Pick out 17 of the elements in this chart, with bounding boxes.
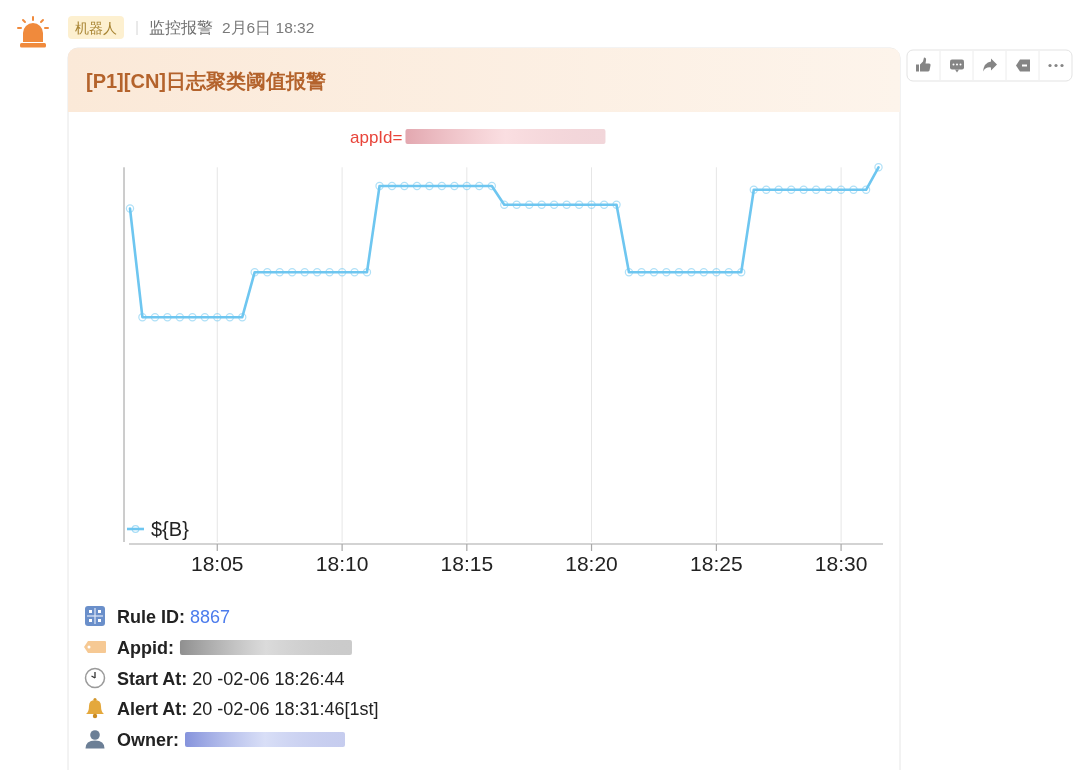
x-tick-label: 18:10 — [315, 552, 369, 575]
text: 机器人 — [75, 19, 117, 36]
x-tick-label: 18:20 — [565, 552, 618, 575]
x-tick-label: 18:05 — [190, 552, 244, 575]
x-tick-label: 18:25 — [690, 552, 743, 575]
text: Rule ID: 8867 — [117, 606, 231, 627]
chart-title: [P1][CN]日志聚类阈值报警 — [86, 70, 326, 92]
x-tick-label: 18:15 — [440, 552, 494, 575]
x-tick-label: 18:30 — [814, 552, 868, 575]
text: Start At: 20 -02-06 18:26:44 — [117, 668, 345, 689]
text: Alert At: 20 -02-06 18:31:46[1st] — [117, 698, 379, 719]
chart-subtitle: appId= — [350, 128, 403, 147]
text: Appid: — [117, 637, 174, 658]
text: Owner: — [117, 729, 180, 750]
legend-label: ${B} — [151, 518, 190, 540]
text: 监控报警 — [149, 19, 213, 36]
text: 2月6日 18:32 — [222, 19, 315, 36]
